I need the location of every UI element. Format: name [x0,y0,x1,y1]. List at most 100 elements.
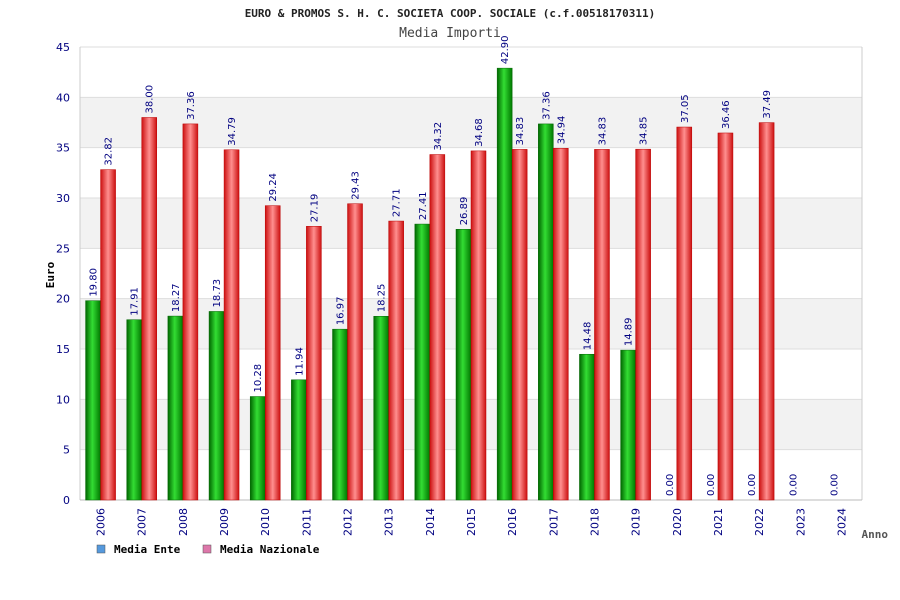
y-tick-label: 0 [63,494,70,507]
y-axis: 0 5 10 15 20 25 30 35 40 45 [56,41,70,507]
data-label: 0.00 [788,474,799,496]
bar-media-nazionale [758,122,775,501]
x-tick-label: 2007 [136,508,149,536]
data-label: 36.46 [721,100,732,129]
y-tick-label: 40 [56,91,70,104]
x-tick-label: 2013 [383,508,396,536]
x-tick-label: 2015 [465,508,478,536]
x-tick-label: 2009 [218,508,231,536]
x-tick-label: 2018 [588,508,601,536]
y-tick-label: 35 [56,142,70,155]
data-label: 26.89 [459,197,470,226]
x-tick-label: 2019 [630,508,643,536]
bar-media-ente [414,223,431,501]
value-labels: 19.80 32.82 17.91 38.00 18.27 37.36 18.73 34.79… [89,35,841,496]
data-label: 37.36 [541,91,552,120]
bar-media-nazionale [594,149,610,501]
data-label: 32.82 [104,137,115,166]
data-label: 19.80 [89,268,100,297]
bar-media-nazionale [182,123,199,501]
data-label: 42.90 [500,35,511,64]
x-tick-label: 2008 [177,508,190,536]
data-label: 0.00 [747,474,758,496]
data-label: 27.41 [418,191,429,220]
y-tick-label: 45 [56,41,70,54]
data-label: 14.48 [582,322,593,351]
bar-media-ente [208,311,225,501]
x-tick-label: 2010 [259,508,272,536]
data-label: 17.91 [130,287,141,316]
chart-title: EURO & PROMOS S. H. C. SOCIETA COOP. SOC… [245,7,656,20]
data-label: 34.83 [515,117,526,146]
bar-media-nazionale [223,149,240,501]
data-label: 34.83 [597,117,608,146]
y-tick-label: 30 [56,192,70,205]
y-axis-label: Euro [44,261,57,288]
y-tick-label: 10 [56,393,70,406]
data-label: 38.00 [145,85,156,114]
y-tick-label: 20 [56,293,70,306]
bar-media-ente [332,328,348,501]
bar-media-nazionale [306,226,322,501]
data-label: 0.00 [665,474,676,496]
bar-media-ente [85,300,101,501]
bar-media-ente [538,123,554,501]
x-tick-label: 2022 [753,508,766,536]
bar-media-nazionale [676,126,693,501]
bars [85,67,775,501]
data-label: 34.32 [433,122,444,151]
y-tick-label: 25 [56,242,70,255]
x-axis-label: Anno [862,528,889,541]
x-tick-label: 2024 [835,508,848,536]
chart-subtitle: Media Importi [399,26,501,41]
data-label: 18.25 [377,284,388,313]
bar-media-nazionale [470,150,487,501]
bar-media-nazionale [388,220,404,501]
bar-media-nazionale [511,149,528,501]
bar-media-ente [620,349,636,501]
data-label: 34.68 [474,118,485,147]
data-label: 37.49 [762,90,773,119]
data-label: 0.00 [829,474,840,496]
bar-media-ente [373,316,389,501]
bar-media-nazionale [553,148,569,501]
data-label: 16.97 [336,297,347,326]
data-label: 27.19 [309,194,320,223]
bar-media-nazionale [264,205,281,501]
bar-media-nazionale [100,169,116,501]
bar-media-nazionale [635,148,651,501]
bar-media-ente [126,319,142,501]
data-label: 11.94 [294,347,305,376]
data-label: 10.28 [253,364,264,393]
bar-media-ente [249,396,266,501]
x-tick-label: 2006 [95,508,108,536]
x-tick-label: 2020 [671,508,684,536]
x-tick-label: 2016 [506,508,519,536]
x-tick-label: 2014 [424,508,437,536]
legend-swatch-media-nazionale [202,544,212,554]
data-label: 0.00 [706,474,717,496]
data-label: 37.05 [680,94,691,123]
legend-label-media-ente: Media Ente [114,543,181,556]
data-label: 27.71 [392,188,403,217]
x-tick-label: 2012 [342,508,355,536]
data-label: 34.85 [639,117,650,146]
x-tick-label: 2023 [794,508,807,536]
bar-media-ente [291,379,307,501]
x-tick-label: 2021 [712,508,725,536]
data-label: 14.89 [624,317,635,346]
x-axis: 2006 2007 2008 2009 2010 2011 2012 2013 2014 2015… [95,508,849,536]
bar-media-nazionale [347,203,363,501]
data-label: 18.73 [212,279,223,308]
y-tick-label: 5 [63,444,70,457]
data-label: 29.24 [268,173,279,202]
bar-media-nazionale [429,154,446,501]
legend: Media Ente Media Nazionale [96,543,320,556]
data-label: 18.27 [171,283,182,312]
x-tick-label: 2011 [300,508,313,536]
data-label: 29.43 [351,171,362,200]
data-label: 34.79 [227,117,238,146]
legend-label-media-nazionale: Media Nazionale [220,543,320,556]
bar-media-ente [167,315,184,501]
